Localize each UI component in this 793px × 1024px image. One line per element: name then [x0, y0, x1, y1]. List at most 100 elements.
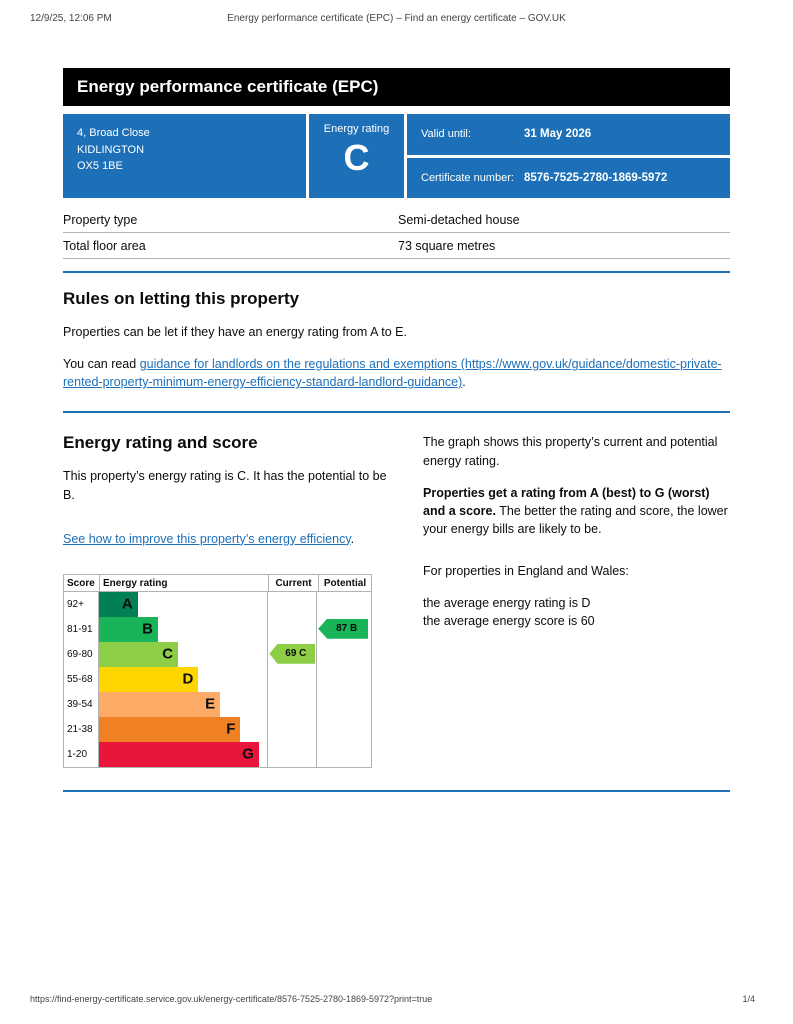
- property-type-label: Property type: [63, 213, 138, 227]
- band-bar-d: D: [99, 666, 199, 692]
- energy-rating-section: Energy rating and score This property’s …: [63, 433, 730, 768]
- improve-efficiency-link[interactable]: See how to improve this property’s energ…: [63, 531, 351, 546]
- band-letter: A: [121, 595, 133, 613]
- browser-print-header: 12/9/25, 12:06 PM Energy performance cer…: [0, 13, 793, 24]
- averages-para: the average energy rating is D the avera…: [423, 594, 730, 630]
- improve-link-suffix: .: [350, 531, 355, 546]
- band-score-label: 92+: [64, 591, 99, 617]
- band-track: E: [99, 691, 267, 717]
- floor-area-value: 73 square metres: [398, 239, 496, 253]
- band-letter: E: [205, 695, 216, 713]
- graph-description-para: The graph shows this property’s current …: [423, 435, 718, 468]
- rating-explainer-para: Properties get a rating from A (best) to…: [423, 484, 730, 538]
- band-bar-f: F: [99, 716, 241, 742]
- section-divider: [63, 411, 730, 414]
- epc-banner-title: Energy performance certificate (EPC): [77, 77, 379, 96]
- valid-until-label: Valid until:: [421, 128, 471, 141]
- epc-chart-body: 92+ A 81-91 B 69-80 C 55-68 D 39-54 E 21-38 F 1-20 G …: [63, 591, 372, 768]
- band-row-g: 1-20 G: [64, 741, 267, 767]
- rating-heading: Energy rating and score: [63, 433, 258, 453]
- certificate-number-value: 8576-7525-2780-1869-5972: [524, 171, 668, 184]
- band-score-label: 39-54: [64, 691, 99, 717]
- chart-current-header: Current: [268, 574, 318, 591]
- landlord-guidance-link[interactable]: guidance for landlords on the regulation…: [63, 357, 722, 390]
- address-line-3: OX5 1BE: [77, 160, 123, 172]
- chart-potential-header: Potential: [318, 574, 371, 591]
- improve-link-para: See how to improve this property’s energ…: [63, 530, 393, 548]
- letting-para2: You can read guidance for landlords on t…: [63, 355, 730, 391]
- band-row-a: 92+ A: [64, 591, 267, 617]
- average-score-line: the average energy score is 60: [423, 614, 595, 629]
- current-column: 69 C: [267, 591, 318, 767]
- band-bar-c: C: [99, 641, 179, 667]
- certificate-number-row: Certificate number: 8576-7525-2780-1869-…: [407, 157, 730, 198]
- current-rating-marker: 69 C: [269, 643, 316, 664]
- band-track: A: [99, 591, 267, 617]
- band-score-label: 55-68: [64, 666, 99, 692]
- band-letter: C: [162, 645, 174, 663]
- table-row: Property type Semi-detached house: [63, 207, 730, 233]
- rating-summary-para: This property’s energy rating is C. It h…: [63, 469, 387, 502]
- band-bar-g: G: [99, 741, 259, 767]
- band-letter: G: [242, 745, 254, 763]
- print-datetime: 12/9/25, 12:06 PM: [30, 13, 112, 24]
- property-address: 4, Broad Close KIDLINGTON OX5 1BE: [63, 114, 306, 198]
- band-score-label: 1-20: [64, 741, 99, 767]
- section-divider: [63, 789, 730, 792]
- valid-until-value: 31 May 2026: [524, 128, 592, 141]
- letting-para1: Properties can be let if they have an en…: [63, 325, 407, 339]
- band-track: G: [99, 741, 267, 767]
- energy-rating-label: Energy rating: [323, 123, 390, 135]
- certificate-content: Energy performance certificate (EPC) 4, …: [63, 68, 730, 792]
- validity-panel: Valid until: 31 May 2026 Certificate num…: [407, 114, 730, 198]
- table-row: Total floor area 73 square metres: [63, 233, 730, 259]
- band-letter: B: [142, 620, 153, 638]
- band-track: F: [99, 716, 267, 742]
- band-bar-e: E: [99, 691, 221, 717]
- band-row-d: 55-68 D: [64, 666, 267, 692]
- band-row-b: 81-91 B: [64, 616, 267, 642]
- band-letter: D: [182, 670, 194, 688]
- band-bar-b: B: [99, 616, 158, 642]
- epc-chart: Score Energy rating Current Potential 92…: [63, 573, 372, 768]
- certificate-number-label: Certificate number:: [421, 171, 514, 184]
- band-track: C: [99, 641, 267, 667]
- rating-explainer-rest: The better the rating and score, the low…: [423, 503, 728, 536]
- band-score-label: 69-80: [64, 641, 99, 667]
- potential-column: 87 B: [317, 591, 372, 767]
- section-divider: [63, 271, 730, 273]
- band-row-e: 39-54 E: [64, 691, 267, 717]
- chart-score-header: Score: [67, 577, 95, 589]
- band-track: D: [99, 666, 267, 692]
- energy-rating-value: C: [343, 137, 370, 178]
- print-footer-url: https://find-energy-certificate.service.…: [30, 994, 433, 1004]
- letting-para2-prefix: You can read: [63, 357, 140, 372]
- property-details-table: Property type Semi-detached house Total …: [63, 207, 730, 259]
- valid-until-row: Valid until: 31 May 2026: [407, 114, 730, 155]
- floor-area-label: Total floor area: [63, 239, 146, 253]
- potential-rating-marker: 87 B: [318, 618, 369, 639]
- england-wales-para: For properties in England and Wales:: [423, 564, 629, 578]
- band-track: B: [99, 616, 267, 642]
- address-line-1: 4, Broad Close: [77, 127, 150, 139]
- epc-chart-header: Score Energy rating Current Potential: [63, 573, 372, 592]
- property-type-value: Semi-detached house: [398, 213, 520, 227]
- band-score-label: 21-38: [64, 716, 99, 742]
- epc-banner: Energy performance certificate (EPC): [63, 68, 730, 106]
- band-row-f: 21-38 F: [64, 716, 267, 742]
- band-letter: F: [226, 720, 236, 738]
- rating-right-column: The graph shows this property’s current …: [423, 433, 730, 767]
- print-page-indicator: 1/4: [742, 994, 755, 1004]
- band-bar-a: A: [99, 591, 138, 617]
- energy-rating-box: Energy rating C: [309, 114, 404, 198]
- print-document-title: Energy performance certificate (EPC) – F…: [227, 13, 566, 24]
- epc-bands: 92+ A 81-91 B 69-80 C 55-68 D 39-54 E 21-38 F 1-20 G: [64, 591, 267, 767]
- average-rating-line: the average energy rating is D: [423, 596, 591, 611]
- letting-heading: Rules on letting this property: [63, 289, 300, 308]
- rating-left-column: Energy rating and score This property’s …: [63, 433, 393, 768]
- band-score-label: 81-91: [64, 616, 99, 642]
- address-line-2: KIDLINGTON: [77, 143, 145, 156]
- rating-explainer-bold: Properties get a rating from A (best) to…: [423, 485, 710, 518]
- summary-panel: 4, Broad Close KIDLINGTON OX5 1BE Energy…: [63, 114, 730, 198]
